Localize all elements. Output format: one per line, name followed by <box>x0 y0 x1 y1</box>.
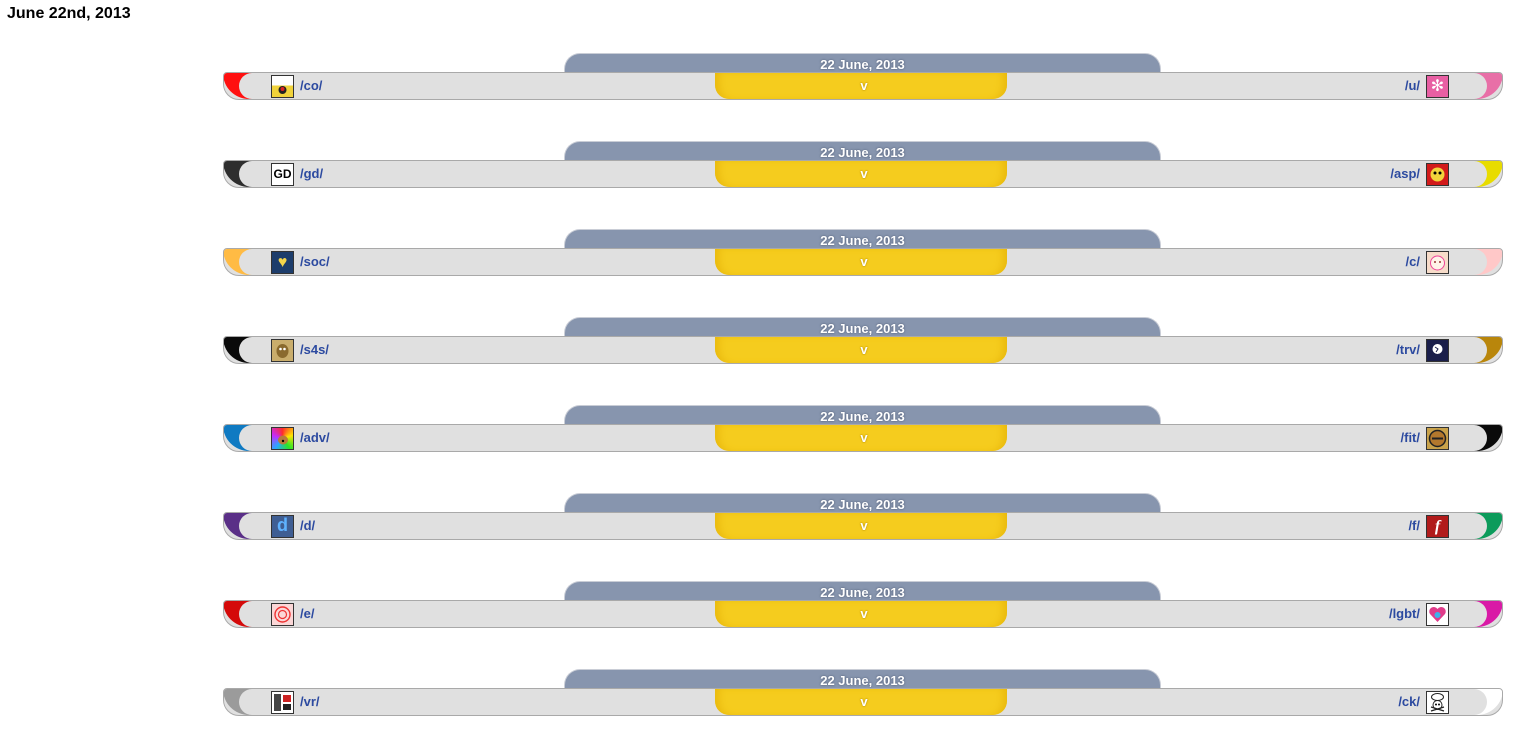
versus-label: v <box>860 694 868 709</box>
right-team-color-cap <box>1457 161 1502 187</box>
match-bar: v d f/d/ /f/ <box>223 512 1503 540</box>
match-row: 22 June, 2013 v GD/gd/ /asp/ <box>223 141 1503 189</box>
versus-band <box>715 249 1007 275</box>
right-team-color-cap <box>1457 601 1502 627</box>
match-date-tab: 22 June, 2013 <box>564 141 1161 163</box>
left-board-link[interactable]: /gd/ <box>300 166 324 181</box>
arcade-cabinet-icon <box>271 691 294 714</box>
versus-band <box>715 161 1007 187</box>
match-row: 22 June, 2013 v/e//lgbt/ <box>223 581 1503 629</box>
left-team-color-cap <box>224 161 269 187</box>
left-team-color-cap <box>224 689 269 715</box>
match-row: 22 June, 2013 v ✻ /co/ /u/ <box>223 53 1503 101</box>
right-board-link[interactable]: /trv/ <box>1396 342 1420 357</box>
cute-face-icon <box>1426 251 1449 274</box>
right-team-color-cap <box>1457 249 1502 275</box>
match-bar: v/e/ /lgbt/ <box>223 600 1503 628</box>
pepe-face-icon <box>271 339 294 362</box>
left-board-link[interactable]: /co/ <box>300 78 323 93</box>
versus-band <box>715 425 1007 451</box>
right-board-link[interactable]: /f/ <box>1408 518 1420 533</box>
advice-dog-icon <box>271 427 294 450</box>
gd-logo-icon: GD <box>271 163 294 186</box>
left-board-link[interactable]: /s4s/ <box>300 342 329 357</box>
versus-label: v <box>860 430 868 445</box>
left-team-color-cap <box>224 337 269 363</box>
left-team-color-cap <box>224 73 269 99</box>
match-row: 22 June, 2013 v ♥ /soc/ /c/ <box>223 229 1503 277</box>
versus-label: v <box>860 342 868 357</box>
d-logo-icon: d <box>271 515 294 538</box>
match-date-tab: 22 June, 2013 <box>564 317 1161 339</box>
right-team-color-cap <box>1457 425 1502 451</box>
match-row: 22 June, 2013 v/s4s/ /trv/ <box>223 317 1503 365</box>
versus-band <box>715 601 1007 627</box>
match-date-tab: 22 June, 2013 <box>564 229 1161 251</box>
right-team-color-cap <box>1457 513 1502 539</box>
right-team-color-cap <box>1457 337 1502 363</box>
left-board-link[interactable]: /adv/ <box>300 430 330 445</box>
fitness-emblem-icon <box>1426 427 1449 450</box>
left-board-link[interactable]: /d/ <box>300 518 316 533</box>
match-bar: v ✻ /co/ /u/ <box>223 72 1503 100</box>
left-team-color-cap <box>224 249 269 275</box>
right-board-link[interactable]: /asp/ <box>1390 166 1420 181</box>
comics-cartoons-icon <box>271 75 294 98</box>
right-board-link[interactable]: /u/ <box>1404 78 1420 93</box>
right-team-color-cap <box>1457 73 1502 99</box>
versus-band <box>715 337 1007 363</box>
versus-band <box>715 73 1007 99</box>
left-board-link[interactable]: /e/ <box>300 606 315 621</box>
versus-label: v <box>860 606 868 621</box>
right-board-link[interactable]: /c/ <box>1405 254 1420 269</box>
match-bar: v GD/gd/ /asp/ <box>223 160 1503 188</box>
match-row: 22 June, 2013 v/adv//fit/ <box>223 405 1503 453</box>
right-team-color-cap <box>1457 689 1502 715</box>
left-board-link[interactable]: /vr/ <box>300 694 320 709</box>
match-bar: v/vr/ /ck/ <box>223 688 1503 716</box>
match-bar: v ♥ /soc/ /c/ <box>223 248 1503 276</box>
rainbow-heart-icon <box>1426 603 1449 626</box>
versus-label: v <box>860 254 868 269</box>
match-date-tab: 22 June, 2013 <box>564 493 1161 515</box>
flash-logo-icon: f <box>1426 515 1449 538</box>
right-board-link[interactable]: /fit/ <box>1400 430 1421 445</box>
match-date-tab: 22 June, 2013 <box>564 53 1161 75</box>
spiral-emblem-icon <box>271 603 294 626</box>
match-bar: v/s4s/ /trv/ <box>223 336 1503 364</box>
left-team-color-cap <box>224 425 269 451</box>
versus-label: v <box>860 166 868 181</box>
versus-label: v <box>860 78 868 93</box>
right-board-link[interactable]: /lgbt/ <box>1388 606 1420 621</box>
match-row: 22 June, 2013 v/vr//ck/ <box>223 669 1503 717</box>
left-board-link[interactable]: /soc/ <box>300 254 330 269</box>
page-heading: June 22nd, 2013 <box>7 5 131 22</box>
globe-icon <box>1426 339 1449 362</box>
snowflake-icon: ✻ <box>1426 75 1449 98</box>
left-team-color-cap <box>224 513 269 539</box>
right-board-link[interactable]: /ck/ <box>1398 694 1420 709</box>
versus-label: v <box>860 518 868 533</box>
versus-band <box>715 689 1007 715</box>
versus-band <box>715 513 1007 539</box>
match-bar: v/adv/ /fit/ <box>223 424 1503 452</box>
mascot-icon <box>1426 163 1449 186</box>
chef-skull-icon <box>1426 691 1449 714</box>
left-team-color-cap <box>224 601 269 627</box>
heart-balloon-icon: ♥ <box>271 251 294 274</box>
match-row: 22 June, 2013 v d f/d/ /f/ <box>223 493 1503 541</box>
